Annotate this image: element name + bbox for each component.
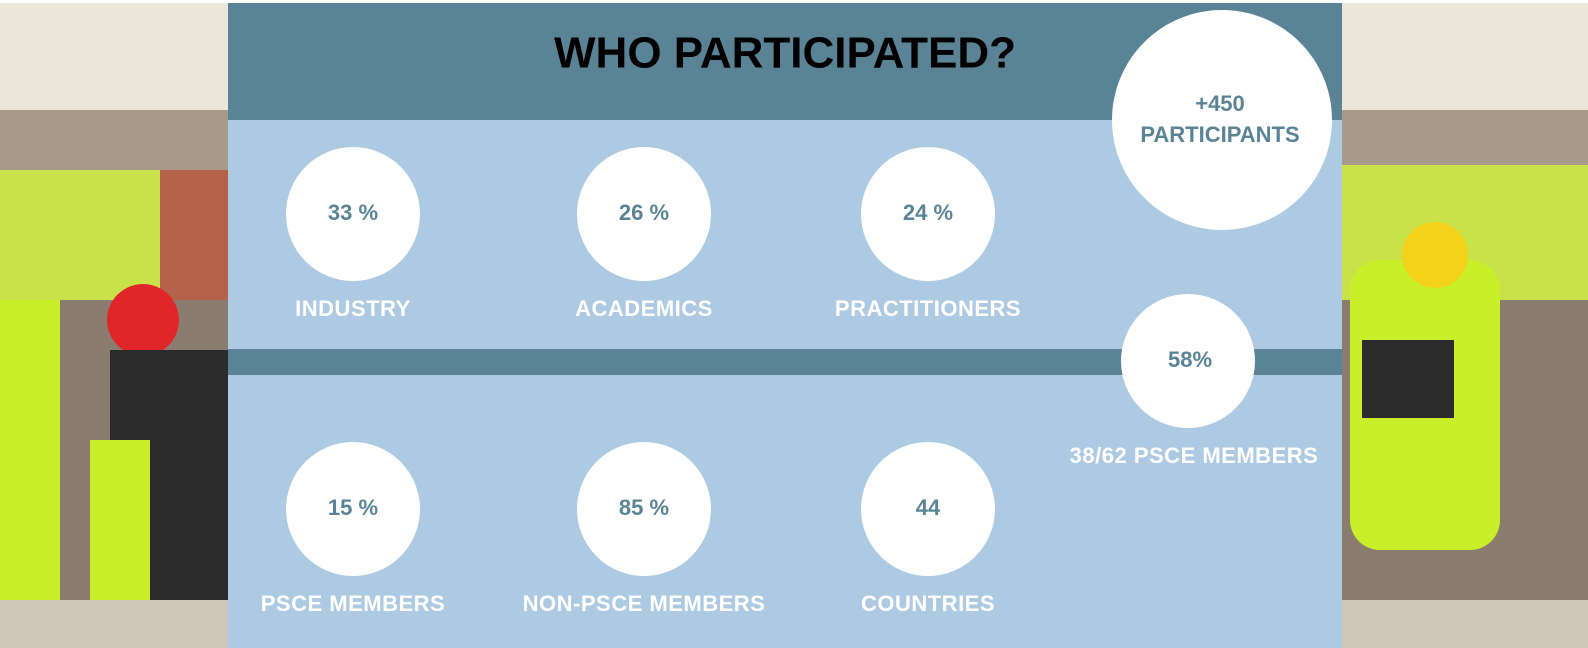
highlight-value: +450 — [1195, 91, 1245, 116]
highlight-label: PARTICIPANTS — [1140, 122, 1299, 147]
stat-label: COUNTRIES — [861, 591, 995, 616]
stat-value: 15 % — [328, 495, 378, 520]
stat-value: 44 — [916, 495, 941, 520]
title: WHO PARTICIPATED? — [554, 29, 1016, 78]
stat-label: NON-PSCE MEMBERS — [523, 591, 766, 616]
left-photo — [0, 3, 228, 648]
stat-label: INDUSTRY — [295, 296, 411, 321]
highlight-circle — [1112, 10, 1332, 230]
stat-value: 24 % — [903, 200, 953, 225]
stat-value: 26 % — [619, 200, 669, 225]
stat-value: 58% — [1168, 347, 1212, 372]
infographic: WHO PARTICIPATED? +450 PARTICIPANTS 58% … — [0, 0, 1588, 648]
stat-label: PSCE MEMBERS — [261, 591, 445, 616]
stat-label: 38/62 PSCE MEMBERS — [1070, 443, 1319, 468]
stat-label: PRACTITIONERS — [835, 296, 1021, 321]
stat-value: 33 % — [328, 200, 378, 225]
right-photo — [1342, 3, 1588, 648]
stat-label: ACADEMICS — [575, 296, 713, 321]
stat-value: 85 % — [619, 495, 669, 520]
